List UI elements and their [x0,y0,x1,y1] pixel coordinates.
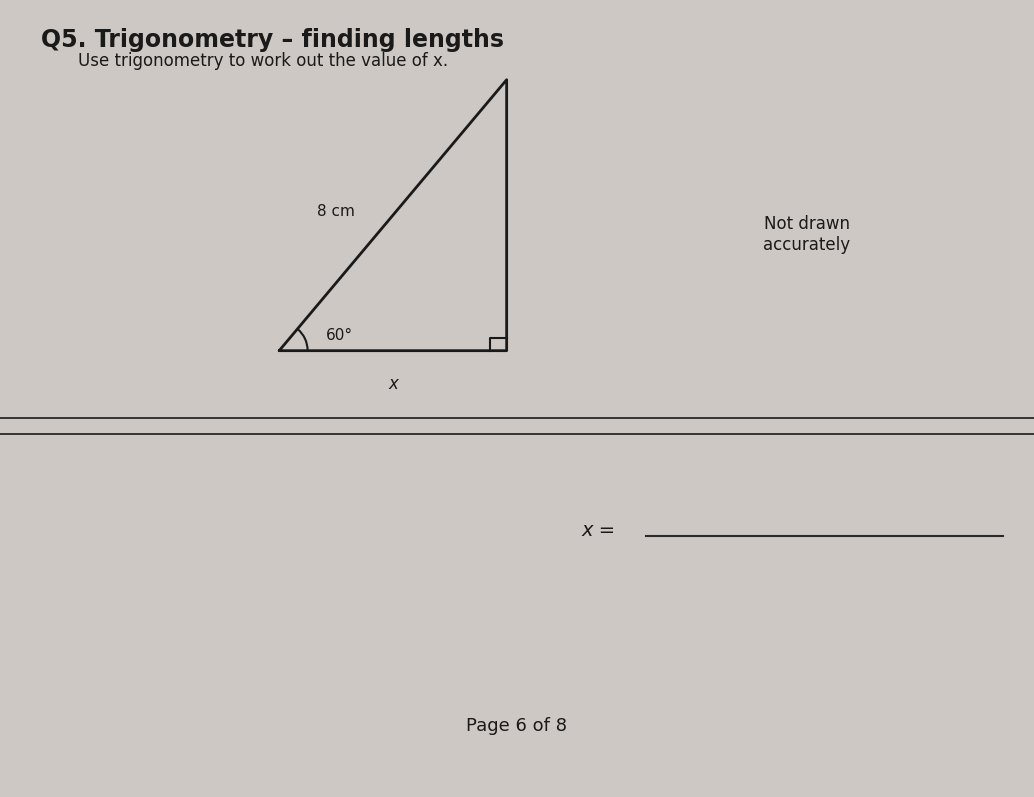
Text: Use trigonometry to work out the value of x.: Use trigonometry to work out the value o… [78,52,448,70]
Text: 60°: 60° [326,328,353,343]
Text: x: x [388,375,398,393]
Text: Q5. Trigonometry – finding lengths: Q5. Trigonometry – finding lengths [41,28,505,52]
Text: x =: x = [581,520,615,540]
Text: Page 6 of 8: Page 6 of 8 [466,717,568,736]
Text: 8 cm: 8 cm [317,204,355,218]
Text: Not drawn
accurately: Not drawn accurately [763,215,850,254]
